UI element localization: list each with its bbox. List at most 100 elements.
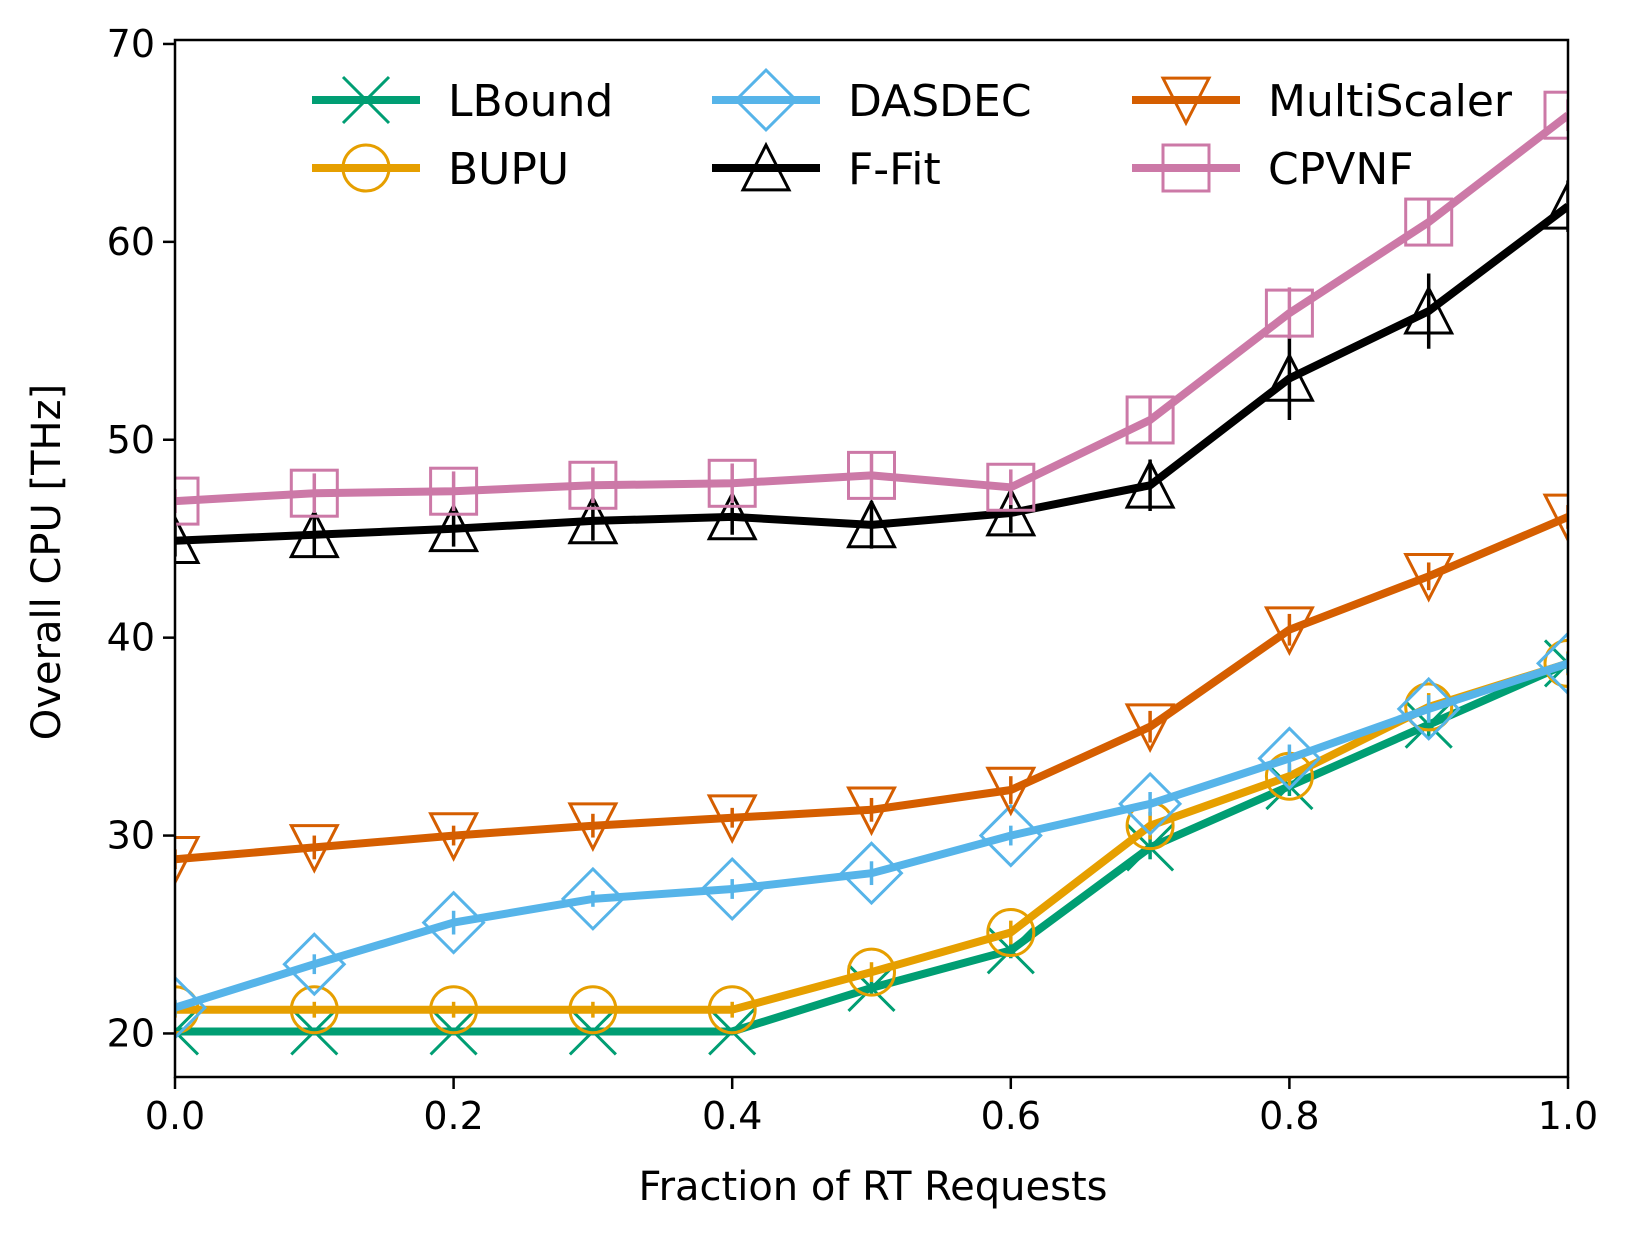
legend-marker-f-fit bbox=[740, 141, 792, 192]
data-point-f-fit-1-shape bbox=[288, 508, 340, 559]
data-point-bupu-3 bbox=[568, 985, 618, 1035]
series-dasdec bbox=[175, 631, 1568, 1040]
series-bupu bbox=[175, 638, 1568, 1035]
legend: LBound BUPU DASDEC F-Fit MultiScaler CPVNF bbox=[312, 67, 1513, 195]
legend-marker-lbound bbox=[341, 75, 391, 125]
data-point-dasdec-1-shape bbox=[282, 932, 347, 997]
data-point-dasdec-8-shape bbox=[1257, 726, 1322, 791]
y-axis-label: Overall CPU [THz] bbox=[24, 384, 70, 740]
data-point-lbound-0 bbox=[175, 1007, 200, 1056]
data-point-cpvnf-3-shape bbox=[568, 460, 618, 510]
data-point-cpvnf-2-shape bbox=[429, 466, 479, 516]
data-point-f-fit-10-shape bbox=[1542, 179, 1568, 230]
data-point-bupu-6 bbox=[986, 908, 1036, 958]
data-point-dasdec-10-shape bbox=[1535, 631, 1568, 696]
data-point-f-fit-8-shape bbox=[1263, 352, 1315, 402]
data-point-bupu-2-shape bbox=[429, 985, 479, 1035]
data-point-bupu-5-shape bbox=[847, 947, 896, 997]
data-point-bupu-0-shape bbox=[175, 985, 200, 1035]
data-point-bupu-6-shape bbox=[986, 908, 1036, 958]
data-point-bupu-9-shape bbox=[1404, 682, 1454, 732]
legend-entry-bupu: BUPU bbox=[312, 143, 569, 195]
data-point-lbound-9 bbox=[1404, 700, 1453, 749]
data-point-cpvnf-9 bbox=[1404, 197, 1454, 247]
legend-marker-bupu-shape bbox=[341, 143, 391, 193]
data-point-multiscaler-7-shape bbox=[1124, 703, 1176, 754]
plot-frame bbox=[173, 38, 1570, 1079]
legend-marker-lbound-shape bbox=[341, 75, 391, 125]
data-point-bupu-4 bbox=[707, 985, 757, 1035]
data-point-bupu-10-shape bbox=[1543, 638, 1568, 688]
data-point-f-fit-6-shape bbox=[985, 486, 1037, 537]
legend-entry-cpvnf: CPVNF bbox=[1132, 143, 1414, 195]
data-point-cpvnf-9-shape bbox=[1404, 197, 1454, 247]
x-tick-label-3: 0.6 bbox=[981, 1094, 1041, 1138]
data-point-bupu-3-shape bbox=[568, 985, 618, 1035]
data-point-multiscaler-3-shape bbox=[567, 802, 619, 852]
y-tick-label-1: 30 bbox=[107, 814, 155, 858]
data-point-multiscaler-1 bbox=[288, 824, 340, 874]
legend-entry-dasdec: DASDEC bbox=[712, 67, 1032, 133]
data-point-multiscaler-8-shape bbox=[1263, 606, 1315, 657]
data-point-dasdec-8 bbox=[1257, 726, 1322, 791]
data-point-cpvnf-10-shape bbox=[1543, 90, 1568, 140]
x-tick-label-4: 0.8 bbox=[1259, 1094, 1319, 1138]
data-point-lbound-0-shape bbox=[175, 1007, 200, 1056]
series-line-f-fit bbox=[175, 203, 1568, 545]
data-point-dasdec-7 bbox=[1118, 771, 1183, 836]
data-point-cpvnf-5 bbox=[847, 450, 896, 500]
legend-marker-dasdec bbox=[733, 67, 799, 133]
data-point-dasdec-6 bbox=[978, 803, 1043, 868]
legend-label-dasdec: DASDEC bbox=[848, 76, 1032, 127]
data-point-multiscaler-9-shape bbox=[1403, 552, 1455, 603]
data-point-dasdec-10 bbox=[1535, 631, 1568, 696]
data-point-bupu-1 bbox=[289, 985, 339, 1035]
data-point-f-fit-5 bbox=[846, 498, 897, 549]
data-point-f-fit-7 bbox=[1124, 458, 1176, 509]
data-point-cpvnf-1 bbox=[289, 468, 339, 518]
data-point-multiscaler-10 bbox=[1542, 493, 1568, 544]
data-point-bupu-2 bbox=[429, 985, 479, 1035]
legend-marker-dasdec-shape bbox=[733, 67, 799, 133]
data-point-multiscaler-2-shape bbox=[428, 812, 480, 862]
data-point-cpvnf-5-shape bbox=[847, 450, 896, 500]
data-point-cpvnf-6-shape bbox=[986, 462, 1036, 512]
data-point-f-fit-3 bbox=[567, 494, 619, 545]
data-point-multiscaler-2 bbox=[428, 812, 480, 862]
data-point-f-fit-8 bbox=[1263, 352, 1315, 402]
data-point-dasdec-3 bbox=[560, 866, 625, 931]
data-point-f-fit-9 bbox=[1403, 284, 1455, 335]
data-point-multiscaler-0-shape bbox=[175, 835, 201, 886]
data-point-dasdec-5-shape bbox=[839, 841, 904, 906]
legend-marker-cpvnf bbox=[1161, 143, 1211, 193]
series-line-bupu bbox=[175, 659, 1568, 1014]
data-point-f-fit-5-shape bbox=[846, 498, 897, 549]
series-layer bbox=[175, 90, 1568, 1056]
data-point-multiscaler-9 bbox=[1403, 552, 1455, 603]
data-point-multiscaler-6-shape bbox=[985, 766, 1037, 817]
legend-entry-f-fit: F-Fit bbox=[712, 141, 941, 195]
data-point-multiscaler-4 bbox=[706, 794, 758, 845]
data-point-dasdec-1 bbox=[282, 932, 347, 997]
legend-label-multiscaler: MultiScaler bbox=[1268, 76, 1513, 127]
data-point-f-fit-0-shape bbox=[175, 514, 201, 565]
data-point-dasdec-0-shape bbox=[175, 975, 208, 1040]
legend-label-f-fit: F-Fit bbox=[848, 144, 941, 195]
data-point-dasdec-2-shape bbox=[421, 890, 486, 955]
data-point-cpvnf-0-shape bbox=[175, 476, 200, 526]
data-point-multiscaler-10-shape bbox=[1542, 493, 1568, 544]
data-point-multiscaler-5-shape bbox=[846, 786, 897, 837]
legend-marker-multiscaler bbox=[1160, 76, 1212, 127]
legend-marker-bupu bbox=[341, 143, 391, 193]
data-point-f-fit-4-shape bbox=[706, 490, 758, 541]
data-point-bupu-10 bbox=[1543, 638, 1568, 688]
data-point-f-fit-9-shape bbox=[1403, 284, 1455, 335]
y-tick-label-0: 20 bbox=[107, 1011, 155, 1055]
data-point-dasdec-5 bbox=[839, 841, 904, 906]
data-point-cpvnf-6 bbox=[986, 462, 1036, 512]
data-point-dasdec-3-shape bbox=[560, 866, 625, 931]
axes-layer: 0.0 0.2 0.4 0.6 0.8 1.0 20 30 40 50 60 70 bbox=[107, 22, 1599, 1138]
data-point-f-fit-2-shape bbox=[428, 502, 480, 553]
data-point-multiscaler-0 bbox=[175, 835, 201, 886]
